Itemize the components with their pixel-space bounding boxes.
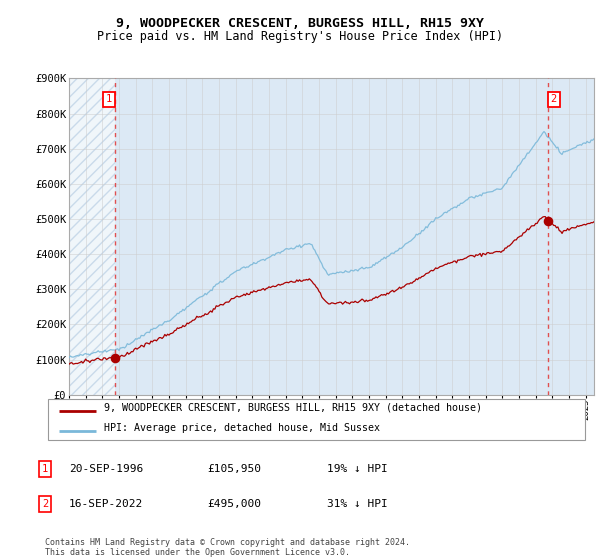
FancyBboxPatch shape: [48, 399, 585, 440]
Text: 20-SEP-1996: 20-SEP-1996: [69, 464, 143, 474]
Text: 1: 1: [106, 95, 112, 105]
Text: 9, WOODPECKER CRESCENT, BURGESS HILL, RH15 9XY (detached house): 9, WOODPECKER CRESCENT, BURGESS HILL, RH…: [104, 403, 482, 413]
Text: £495,000: £495,000: [207, 499, 261, 509]
Text: 1: 1: [42, 464, 48, 474]
Text: 2: 2: [551, 95, 557, 105]
Text: 2: 2: [42, 499, 48, 509]
Text: 31% ↓ HPI: 31% ↓ HPI: [327, 499, 388, 509]
Text: Price paid vs. HM Land Registry's House Price Index (HPI): Price paid vs. HM Land Registry's House …: [97, 30, 503, 44]
Text: Contains HM Land Registry data © Crown copyright and database right 2024.
This d: Contains HM Land Registry data © Crown c…: [45, 538, 410, 557]
Text: 16-SEP-2022: 16-SEP-2022: [69, 499, 143, 509]
Point: [544, 216, 553, 225]
Text: HPI: Average price, detached house, Mid Sussex: HPI: Average price, detached house, Mid …: [104, 423, 380, 433]
Point: [110, 353, 119, 362]
Text: £105,950: £105,950: [207, 464, 261, 474]
Text: 9, WOODPECKER CRESCENT, BURGESS HILL, RH15 9XY: 9, WOODPECKER CRESCENT, BURGESS HILL, RH…: [116, 17, 484, 30]
Text: 19% ↓ HPI: 19% ↓ HPI: [327, 464, 388, 474]
